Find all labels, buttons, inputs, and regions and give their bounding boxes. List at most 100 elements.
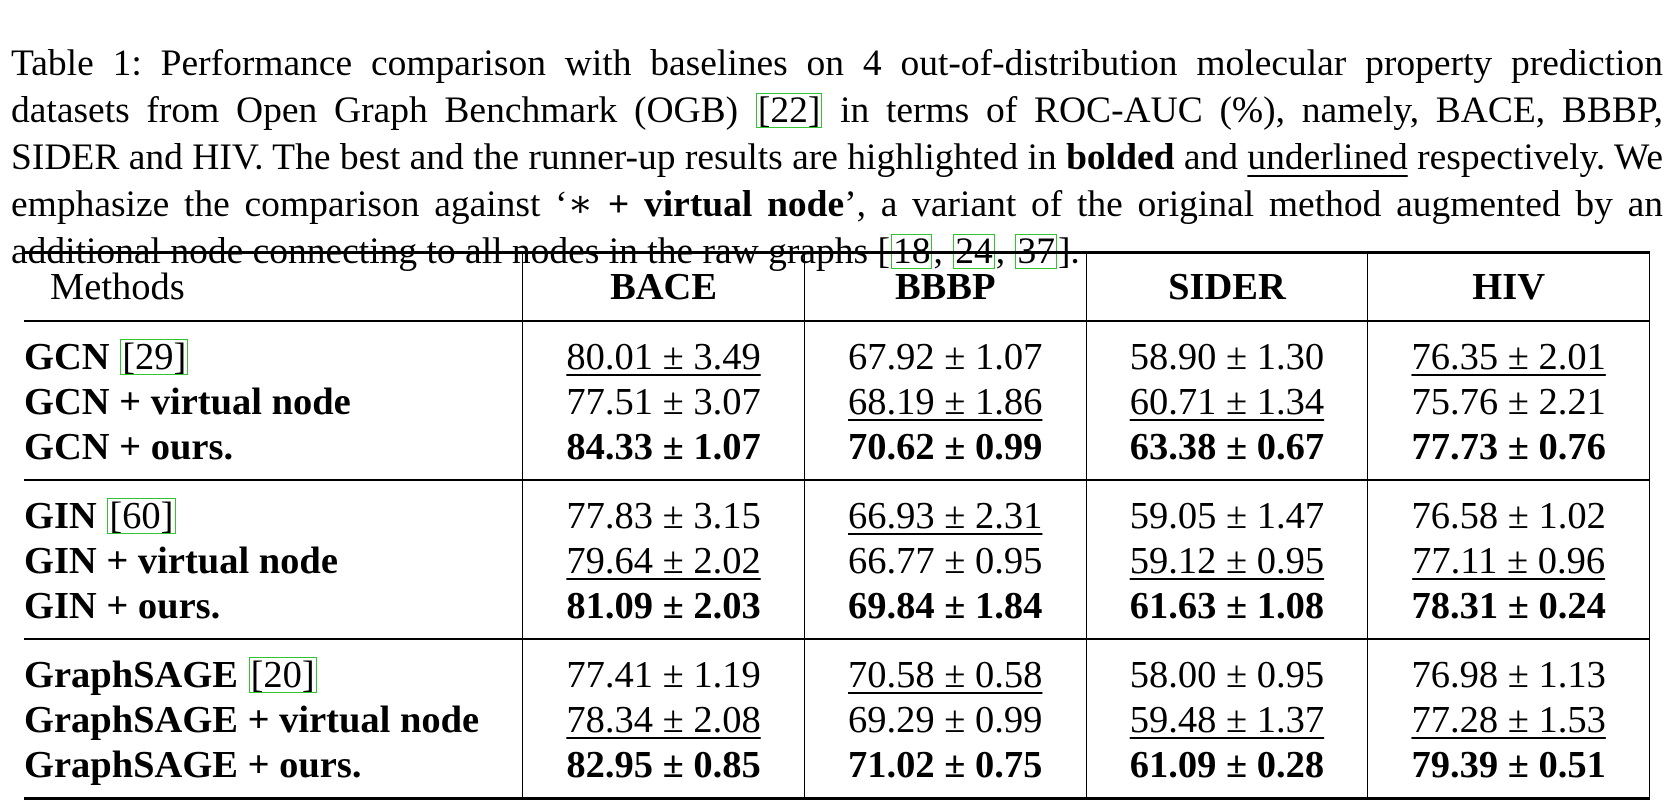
method-label: GCN + virtual node: [24, 380, 351, 423]
score-cell-sider: 58.00 ± 0.95: [1085, 639, 1368, 697]
score-value: 77.51 ± 3.07: [566, 380, 761, 423]
table-row: GIN [60] 77.83 ± 3.15 66.93 ± 2.31 59.05 ± …: [24, 480, 1650, 538]
table-caption: Table 1: Performance comparison with bas…: [11, 42, 1664, 272]
method-name: GIN + ours.: [24, 583, 523, 639]
score-value: 71.02 ± 0.75: [848, 743, 1043, 786]
score-value: 66.93 ± 2.31: [848, 494, 1043, 537]
score-cell-bbbp: 70.62 ± 0.99: [803, 424, 1087, 480]
score-value: 77.11 ± 0.96: [1412, 539, 1606, 582]
score-value: 77.73 ± 0.76: [1411, 425, 1606, 468]
method-name: GCN [29]: [24, 321, 523, 379]
table-row: GIN + virtual node 79.64 ± 2.02 66.77 ± 0.…: [24, 538, 1650, 583]
star-symbol: ∗: [567, 183, 594, 225]
methods-header: Methods: [50, 266, 185, 308]
method-name: GCN + ours.: [24, 424, 523, 480]
score-value: 70.62 ± 0.99: [848, 425, 1043, 468]
score-cell-hiv: 76.98 ± 1.13: [1367, 639, 1650, 697]
citation-link[interactable]: [60]: [107, 494, 176, 537]
score-cell-bbbp: 69.29 ± 0.99: [803, 697, 1087, 742]
table-row: GraphSAGE [20] 77.41 ± 1.19 70.58 ± 0.58 58…: [24, 639, 1650, 697]
method-label: GCN + ours.: [24, 425, 234, 468]
citation-link[interactable]: [20]: [248, 653, 317, 696]
score-cell-bace: 81.09 ± 2.03: [522, 583, 805, 639]
table-row: GCN + virtual node 77.51 ± 3.07 68.19 ± 1.…: [24, 379, 1650, 424]
score-cell-sider: 61.63 ± 1.08: [1085, 583, 1368, 639]
method-name: GCN + virtual node: [24, 379, 523, 424]
score-value: 70.58 ± 0.58: [848, 653, 1043, 696]
method-name: GraphSAGE + ours.: [24, 742, 523, 799]
score-value: 76.58 ± 1.02: [1411, 494, 1606, 537]
score-cell-sider: 60.71 ± 1.34: [1085, 379, 1368, 424]
citation-link[interactable]: [29]: [120, 335, 189, 378]
method-label: GIN + ours.: [24, 584, 221, 627]
dataset-header-sider: SIDER: [1085, 252, 1368, 321]
score-cell-bace: 79.64 ± 2.02: [522, 538, 805, 583]
score-cell-bbbp: 71.02 ± 0.75: [803, 742, 1087, 799]
score-cell-bbbp: 66.77 ± 0.95: [803, 538, 1087, 583]
score-cell-hiv: 76.35 ± 2.01: [1367, 321, 1650, 379]
score-cell-hiv: 79.39 ± 0.51: [1367, 742, 1650, 799]
score-value: 66.77 ± 0.95: [848, 539, 1043, 582]
score-cell-hiv: 77.73 ± 0.76: [1367, 424, 1650, 480]
score-cell-hiv: 76.58 ± 1.02: [1367, 480, 1650, 538]
table-row: GCN [29] 80.01 ± 3.49 67.92 ± 1.07 58.90 ± …: [24, 321, 1650, 379]
method-name: GIN + virtual node: [24, 538, 523, 583]
score-value: 79.39 ± 0.51: [1411, 743, 1606, 786]
method-label: GCN: [24, 335, 110, 378]
score-cell-bbbp: 69.84 ± 1.84: [803, 583, 1087, 639]
score-cell-bbbp: 68.19 ± 1.86: [803, 379, 1087, 424]
score-cell-hiv: 75.76 ± 2.21: [1367, 379, 1650, 424]
score-value: 81.09 ± 2.03: [566, 584, 761, 627]
score-value: 78.31 ± 0.24: [1411, 584, 1606, 627]
underlined-word: underlined: [1247, 136, 1408, 178]
score-value: 79.64 ± 2.02: [566, 539, 761, 582]
bolded-word: bolded: [1066, 136, 1175, 178]
method-label: GraphSAGE + virtual node: [24, 698, 480, 741]
score-cell-bace: 77.51 ± 3.07: [522, 379, 805, 424]
score-value: 69.29 ± 0.99: [848, 698, 1043, 741]
results-table: Methods BACE BBBP SIDER HIV GCN [29] 80.0…: [24, 251, 1650, 800]
score-value: 80.01 ± 3.49: [566, 335, 761, 378]
score-value: 84.33 ± 1.07: [566, 425, 761, 468]
citation-link[interactable]: [22]: [755, 89, 823, 131]
score-cell-bace: 77.41 ± 1.19: [522, 639, 805, 697]
score-value: 58.90 ± 1.30: [1129, 335, 1325, 378]
table-row: GIN + ours. 81.09 ± 2.03 69.84 ± 1.84 61.63…: [24, 583, 1650, 639]
score-cell-sider: 61.09 ± 0.28: [1085, 742, 1368, 799]
score-value: 60.71 ± 1.34: [1129, 380, 1325, 423]
score-value: 63.38 ± 0.67: [1129, 425, 1325, 468]
score-value: 61.09 ± 0.28: [1129, 743, 1325, 786]
score-value: 67.92 ± 1.07: [848, 335, 1043, 378]
score-value: 59.12 ± 0.95: [1129, 539, 1325, 582]
score-cell-sider: 59.48 ± 1.37: [1085, 697, 1368, 742]
score-cell-hiv: 77.11 ± 0.96: [1367, 538, 1650, 583]
method-label: GIN + virtual node: [24, 539, 338, 582]
score-cell-sider: 58.90 ± 1.30: [1085, 321, 1368, 379]
score-value: 68.19 ± 1.86: [848, 380, 1043, 423]
score-cell-hiv: 78.31 ± 0.24: [1367, 583, 1650, 639]
score-value: 77.28 ± 1.53: [1411, 698, 1606, 741]
score-value: 82.95 ± 0.85: [566, 743, 761, 786]
score-cell-bace: 78.34 ± 2.08: [522, 697, 805, 742]
table-row: GraphSAGE + ours. 82.95 ± 0.85 71.02 ± 0.7…: [24, 742, 1650, 799]
method-label: GIN: [24, 494, 97, 537]
dataset-header-hiv: HIV: [1367, 252, 1650, 321]
score-value: 59.05 ± 1.47: [1129, 494, 1325, 537]
score-value: 58.00 ± 0.95: [1129, 653, 1325, 696]
score-value: 69.84 ± 1.84: [848, 584, 1043, 627]
score-value: 75.76 ± 2.21: [1411, 380, 1606, 423]
score-value: 77.41 ± 1.19: [566, 653, 761, 696]
dataset-header-bbbp: BBBP: [803, 252, 1087, 321]
method-name: GraphSAGE [20]: [24, 639, 523, 697]
method-label: GraphSAGE: [24, 653, 238, 696]
score-value: 76.35 ± 2.01: [1411, 335, 1606, 378]
score-value: 76.98 ± 1.13: [1411, 653, 1606, 696]
score-cell-bace: 84.33 ± 1.07: [522, 424, 805, 480]
table-body: GCN [29] 80.01 ± 3.49 67.92 ± 1.07 58.90 ± …: [24, 321, 1650, 799]
score-cell-sider: 59.05 ± 1.47: [1085, 480, 1368, 538]
caption-label: Table 1:: [11, 42, 142, 84]
score-cell-bace: 82.95 ± 0.85: [522, 742, 805, 799]
score-cell-sider: 63.38 ± 0.67: [1085, 424, 1368, 480]
method-label: GraphSAGE + ours.: [24, 743, 362, 786]
